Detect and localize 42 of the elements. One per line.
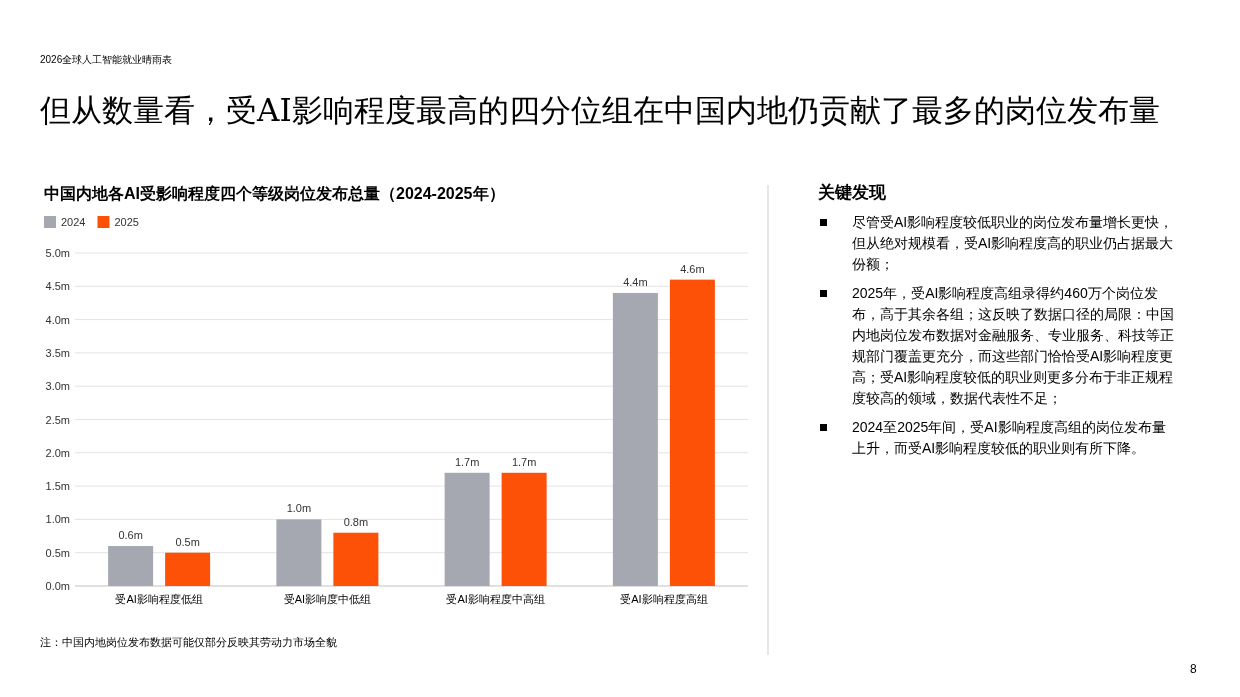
legend-label: 2025	[114, 216, 139, 228]
bar	[612, 292, 658, 586]
data-label: 4.4m	[623, 275, 648, 288]
bar	[276, 519, 322, 586]
text: 但从数量看，受AI影响程度最高的四分位组在中国内地仍贡献了最多的岗位发布量	[40, 91, 1160, 130]
data-label: 1.7m	[511, 455, 537, 468]
y-tick-label: 1.5m	[45, 480, 70, 493]
y-tick-label: 5.0m	[45, 247, 70, 259]
text: 2024至2025年间，受AI影响程度高组的岗位发布量上升，而受AI影响程度较低的职业则有所下降。	[852, 418, 1167, 458]
data-label: 0.5m	[175, 535, 200, 548]
data-label: 0.6m	[118, 529, 143, 542]
x-tick-label: 受AI影响程度中高组	[446, 593, 545, 605]
x-tick-label: 受AI影响程度低组	[115, 593, 203, 605]
y-tick-label: 4.0m	[45, 313, 70, 326]
y-tick-label: 3.5m	[45, 346, 70, 359]
x-tick-label: 受AI影响度中低组	[283, 593, 372, 605]
x-tick-label: 受AI影响程度高组	[620, 593, 708, 605]
y-tick-label: 3.0m	[45, 380, 70, 393]
text: 2026全球人工智能就业晴雨表	[40, 53, 173, 67]
y-tick-label: 2.0m	[45, 446, 70, 459]
y-tick-label: 0.5m	[45, 546, 70, 559]
y-tick-label: 1.0m	[45, 513, 70, 526]
bar	[108, 546, 154, 586]
bar	[444, 472, 490, 586]
bar	[333, 532, 379, 586]
bar	[501, 472, 547, 586]
data-label: 4.6m	[680, 262, 705, 275]
text: 注：中国内地岗位发布数据可能仅部分反映其劳动力市场全貌	[40, 635, 337, 650]
data-label: 0.8m	[343, 515, 369, 528]
text: 8	[1190, 662, 1197, 676]
data-label: 1.0m	[286, 502, 312, 515]
y-tick-label: 0.0m	[45, 580, 70, 592]
y-tick-label: 4.5m	[45, 280, 70, 293]
text: 尽管受AI影响程度较低职业的岗位发布量增长更快，但从绝对规模看，受AI影响程度高的职业仍占据最大份额；	[852, 213, 1175, 274]
text: 2025年，受AI影响程度高组录得约460万个岗位发布，高于其余各组；这反映了数据口径的局限：中国内地岗位发布数据对金融服务、专业服务、科技等正规部门覆盖更充分，而这些部门恰恰受AI影响程度更高；受AI影响程度较低的职业则更多分布于非正规程度较高的领域，数据代表性不足；	[852, 284, 1175, 408]
data-label: 1.7m	[454, 455, 480, 468]
text: 关键发现	[818, 182, 887, 204]
chart-title: 中国内地各AI受影响程度四个等级岗位发布总量（2024-2025年）	[44, 184, 505, 204]
y-tick-label: 2.5m	[45, 413, 70, 426]
legend-label: 2024	[61, 216, 86, 228]
bar	[165, 552, 211, 586]
bar	[669, 279, 715, 586]
